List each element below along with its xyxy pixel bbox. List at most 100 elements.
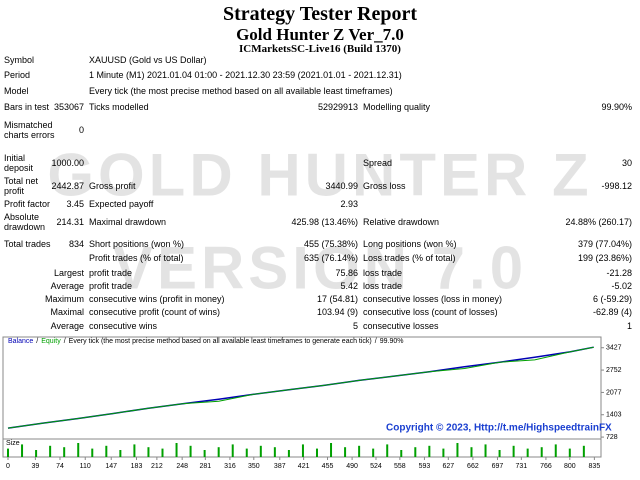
stat-label: Largest <box>53 268 84 278</box>
stat-label: Period <box>4 70 31 80</box>
stat-value: 2442.87 <box>51 181 84 191</box>
size-bar <box>526 448 529 457</box>
copyright: Copyright © 2023, Http://t.me/Highspeedt… <box>386 423 612 434</box>
size-bar <box>21 444 24 457</box>
x-tick-label: 593 <box>419 463 431 470</box>
stat-value: 99.90% <box>601 102 632 112</box>
stat-label: Maximum <box>44 294 84 304</box>
stat-value: 425.98 (13.46%) <box>291 217 358 227</box>
chart-legend: Balance / Equity / Every tick (the most … <box>8 338 403 345</box>
stat-label: Relative drawdown <box>363 217 440 227</box>
stat-label: Average <box>50 281 84 291</box>
size-bar <box>147 447 150 457</box>
stat-value: 1 <box>626 321 632 331</box>
size-bar <box>344 447 347 457</box>
x-tick-label: 39 <box>31 463 39 470</box>
stat-value: 199 (23.86%) <box>577 253 632 263</box>
stat-label: Short positions (won %) <box>89 239 185 249</box>
size-bar <box>175 443 178 457</box>
stat-label: Total trades <box>4 239 51 249</box>
stat-label: consecutive loss (count of losses) <box>363 307 498 317</box>
x-tick-label: 697 <box>492 463 504 470</box>
watermark: GOLD HUNTER Z <box>47 141 593 209</box>
size-bar <box>133 444 136 457</box>
x-tick-label: 627 <box>442 463 454 470</box>
size-bar <box>203 450 206 457</box>
y-tick-label: 2077 <box>606 389 622 396</box>
stat-label: Total net profit <box>4 176 39 196</box>
stat-label: profit trade <box>89 281 133 291</box>
size-bar <box>330 443 333 457</box>
legend-note: Every tick (the most precise method base… <box>68 338 372 345</box>
size-bar <box>456 443 459 457</box>
size-bar <box>484 444 487 457</box>
x-tick-label: 248 <box>176 463 188 470</box>
size-bar <box>287 450 290 457</box>
stat-label: consecutive losses <box>363 321 439 331</box>
x-tick-label: 183 <box>131 463 143 470</box>
balance-chart: 728 1403 2077 2752 3427 0 39 74 110 147 183 212 248 2… <box>2 336 622 470</box>
x-tick-label: 110 <box>80 463 91 470</box>
stat-value: 103.94 (9) <box>316 307 358 317</box>
size-label: Size <box>6 440 20 447</box>
x-tick-label: 421 <box>298 463 310 470</box>
size-bar <box>77 443 80 457</box>
size-bar <box>498 450 501 457</box>
x-tick-label: 766 <box>540 463 552 470</box>
size-bar <box>217 447 220 457</box>
stat-value: 3440.99 <box>325 181 358 191</box>
stat-label: Ticks modelled <box>89 102 149 112</box>
size-bar <box>414 447 417 457</box>
size-bar <box>301 444 304 457</box>
x-tick-label: 835 <box>589 463 601 470</box>
size-bar <box>161 448 164 457</box>
x-tick-label: 524 <box>370 463 382 470</box>
size-bar <box>119 450 122 457</box>
stat-value: -62.89 (4) <box>592 307 632 317</box>
size-bar <box>400 450 403 457</box>
stat-value: 353067 <box>53 102 84 112</box>
stat-label: consecutive profit (count of wins) <box>89 307 221 317</box>
stat-value: 17 (54.81) <box>316 294 358 304</box>
x-tick-label: 350 <box>248 463 260 470</box>
stat-label: Bars in test <box>4 102 50 112</box>
stat-label: Mismatched charts errors <box>4 120 55 140</box>
stat-label: Model <box>4 86 29 96</box>
stat-label: XAUUSD (Gold vs US Dollar) <box>89 55 207 65</box>
series-line <box>7 346 594 429</box>
legend-entry: Equity <box>41 338 61 345</box>
size-bar <box>259 445 262 457</box>
x-tick-label: 490 <box>346 463 358 470</box>
size-bar <box>49 445 52 457</box>
legend-entry: Balance <box>8 338 34 345</box>
x-tick-label: 281 <box>199 463 211 470</box>
size-bar <box>428 445 431 457</box>
size-bar <box>540 447 543 457</box>
y-tick-label: 728 <box>606 434 618 441</box>
stat-label: consecutive losses (loss in money) <box>363 294 503 304</box>
stat-value: -21.28 <box>606 268 632 278</box>
separator: / <box>63 338 66 345</box>
x-tick-label: 212 <box>151 463 163 470</box>
size-bar <box>35 450 38 457</box>
stat-value: 635 (76.14%) <box>303 253 358 263</box>
size-bar <box>315 448 318 457</box>
server-info: ICMarketsSC-Live16 (Build 1370) <box>239 43 401 55</box>
stat-label: Modelling quality <box>363 102 431 112</box>
stat-value: 5.42 <box>340 281 358 291</box>
report-title: Strategy Tester Report <box>222 3 418 25</box>
size-bar <box>7 448 9 457</box>
separator: / <box>36 338 39 345</box>
stat-value: 30 <box>621 158 632 168</box>
stat-label: Expected payoff <box>89 199 154 209</box>
watermark: VERSION 7.0 <box>112 234 528 302</box>
stat-value: 455 (75.38%) <box>303 239 358 249</box>
stat-label: Loss trades (% of total) <box>363 253 456 263</box>
size-bar <box>568 448 571 457</box>
stat-value: 75.86 <box>335 268 358 278</box>
x-tick-label: 74 <box>56 463 64 470</box>
stat-label: 1 Minute (M1) 2021.01.04 01:00 - 2021.12… <box>89 70 402 80</box>
legend-quality: 99.90% <box>379 338 404 345</box>
stat-value: 834 <box>68 239 84 249</box>
stat-value: 5 <box>352 321 358 331</box>
